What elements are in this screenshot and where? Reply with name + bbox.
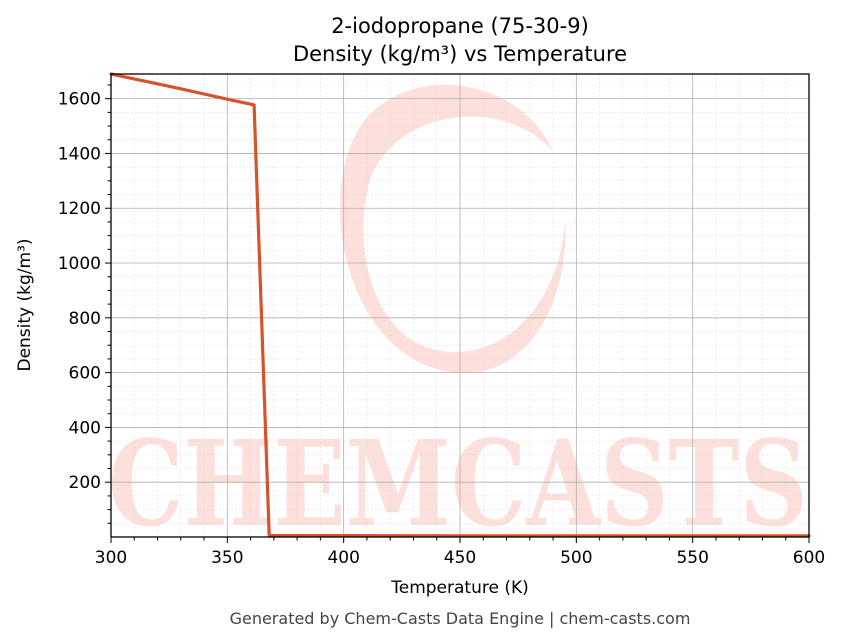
y-tick-label: 800: [69, 309, 101, 329]
y-tick-label: 1200: [58, 199, 101, 219]
series-layer: [109, 72, 811, 538]
y-tick-label: 1000: [58, 254, 101, 274]
x-tick-label: 350: [211, 548, 243, 568]
chart-subtitle: Density (kg/m³) vs Temperature: [293, 42, 627, 66]
chart-title: 2-iodopropane (75-30-9): [331, 14, 589, 38]
x-tick-label: 400: [327, 548, 359, 568]
x-tick-label: 500: [560, 548, 592, 568]
x-tick-label: 300: [95, 548, 127, 568]
density-series-line: [109, 72, 811, 538]
y-tick-label: 1400: [58, 144, 101, 164]
y-axis-ticks: 200 400 600 800 1000 1200 1400 1600: [58, 84, 111, 524]
y-tick-label: 200: [69, 473, 101, 493]
y-tick-label: 400: [69, 418, 101, 438]
y-tick-label: 600: [69, 364, 101, 384]
x-tick-label: 600: [793, 548, 825, 568]
x-tick-label: 550: [676, 548, 708, 568]
watermark-c-logo: [340, 84, 566, 374]
footer-credit: Generated by Chem-Casts Data Engine | ch…: [230, 609, 691, 628]
watermark-text: CHEMCASTS: [108, 414, 808, 553]
y-tick-label: 1600: [58, 90, 101, 110]
x-axis-ticks: 300 350 400 450 500 550 600: [95, 537, 825, 568]
y-axis-label: Density (kg/m³): [15, 238, 35, 371]
chemcasts-watermark: CHEMCASTS: [108, 84, 808, 553]
x-axis-label: Temperature (K): [390, 578, 529, 598]
x-tick-label: 450: [444, 548, 476, 568]
